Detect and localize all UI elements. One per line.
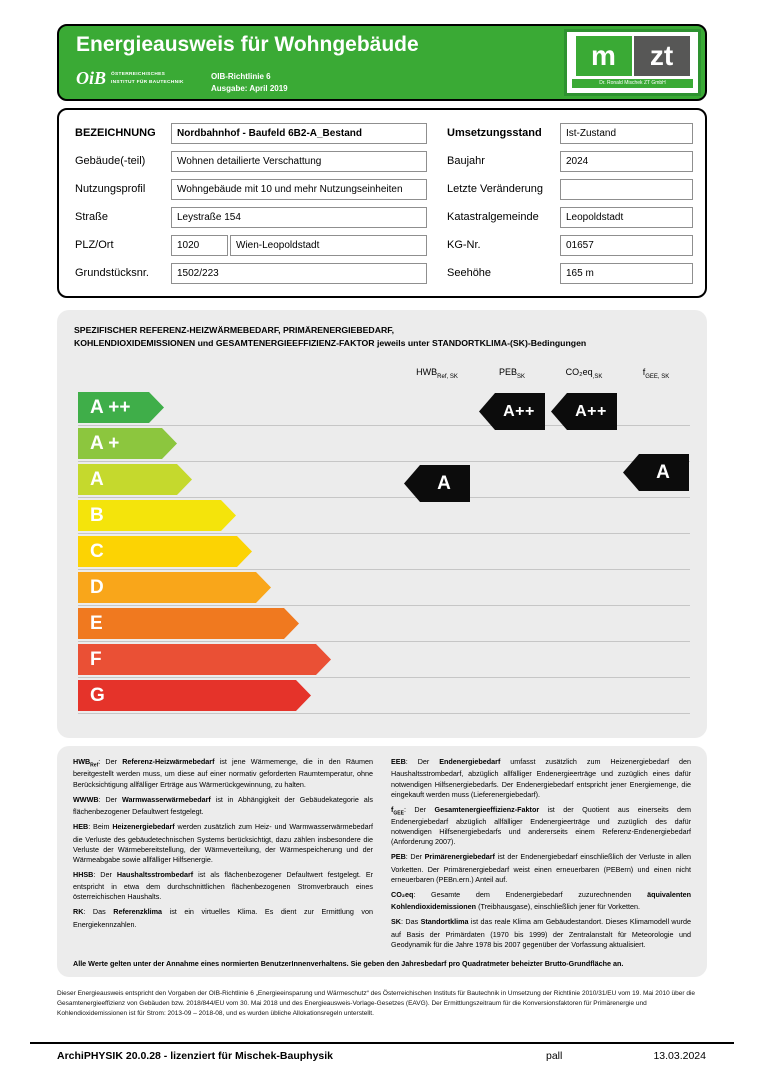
scale-row: G <box>78 678 690 714</box>
value-bezeichnung: Nordbahnhof - Baufeld 6B2-A_Bestand <box>171 123 427 144</box>
definition-hwb: HWBRef: Der Referenz-Heizwärmebedarf ist… <box>73 757 373 789</box>
rating-badge-fgee: A <box>623 454 689 491</box>
definition-heb: HEB: Beim Heizenergiebedarf werden zusät… <box>73 822 374 864</box>
footer-divider <box>30 1042 734 1044</box>
label-grundstuecksnr: Grundstücksnr. <box>75 267 149 279</box>
label-umsetzungsstand: Umsetzungsstand <box>447 127 542 139</box>
value-kg-nr: 01657 <box>560 235 693 256</box>
value-baujahr: 2024 <box>560 151 693 172</box>
rating-badge-hwb: A <box>404 465 470 502</box>
footer-user: pall <box>546 1050 563 1062</box>
definition-sk: SK: Das Standortklima ist das reale Klim… <box>391 917 692 949</box>
page-title: Energieausweis für Wohngebäude <box>76 33 419 56</box>
oib-logo: OiB ÖSTERREICHISCHES INSTITUT FÜR BAUTEC… <box>76 68 184 89</box>
energy-rating-chart: SPEZIFISCHER REFERENZ-HEIZWÄRMEBEDARF, P… <box>57 310 707 738</box>
definitions-left-column: HWBRef: Der Referenz-Heizwärmebedarf ist… <box>73 757 373 951</box>
footer-date: 13.03.2024 <box>653 1050 706 1062</box>
definition-rk: RK: Das Referenzklima ist ein virtuelles… <box>73 907 373 929</box>
oib-logo-mark: OiB <box>76 68 107 88</box>
column-header-co2: CO₂eq,SK <box>565 367 603 380</box>
value-letzte-veraenderung <box>560 179 693 200</box>
mzt-logo-tiles: m zt <box>567 36 698 76</box>
energy-band-a-plus: A + <box>78 428 177 459</box>
value-nutzungsprofil: Wohngebäude mit 10 und mehr Nutzungseinh… <box>171 179 427 200</box>
definitions-right-column: EEB: Der Endenergiebedarf umfasst zusätz… <box>391 757 691 951</box>
mzt-logo-zt: zt <box>633 36 690 76</box>
label-kg-nr: KG-Nr. <box>447 239 481 251</box>
building-info-panel: BEZEICHNUNG Nordbahnhof - Baufeld 6B2-A_… <box>57 108 707 298</box>
rating-badge-co2: A++ <box>551 393 617 430</box>
column-header-hwb: HWBRef, SK <box>416 367 458 380</box>
energy-band-f: F <box>78 644 331 675</box>
value-strasse: Leystraße 154 <box>171 207 427 228</box>
definition-peb: PEB: Der Primärenergiebedarf ist der End… <box>391 852 692 884</box>
info-row: PLZ/Ort 1020 Wien-Leopoldstadt KG-Nr. 01… <box>59 235 705 256</box>
column-header-peb: PEBSK <box>498 367 526 380</box>
rating-badge-peb: A++ <box>479 393 545 430</box>
energy-band-c: C <box>78 536 252 567</box>
chart-title: SPEZIFISCHER REFERENZ-HEIZWÄRMEBEDARF, P… <box>74 325 587 349</box>
richtlinie-info: OIB-Richtlinie 6 Ausgabe: April 2019 <box>211 72 288 94</box>
definition-wwwb: WWWB: Der Warmwasserwärmebedarf ist in A… <box>73 794 373 817</box>
energy-band-b: B <box>78 500 236 531</box>
energy-band-a-plus-plus: A ++ <box>78 392 164 423</box>
scale-row: A + <box>78 426 690 462</box>
energy-band-a: A <box>78 464 192 495</box>
info-row: Nutzungsprofil Wohngebäude mit 10 und me… <box>59 179 705 200</box>
info-row: Gebäude(-teil) Wohnen detailierte Versch… <box>59 151 705 172</box>
value-umsetzungsstand: Ist-Zustand <box>560 123 693 144</box>
label-katastralgemeinde: Katastralgemeinde <box>447 211 539 223</box>
column-header-fgee: fGEE, SK <box>642 367 670 380</box>
definition-co2eq: CO₂eq: Gesamte dem Endenergiebedarf zuzu… <box>391 889 692 912</box>
oib-logo-caption: ÖSTERREICHISCHES INSTITUT FÜR BAUTECHNIK <box>111 72 184 85</box>
energy-scale: A ++ A + A B C D E F G <box>78 390 690 714</box>
label-baujahr: Baujahr <box>447 155 485 167</box>
info-row: BEZEICHNUNG Nordbahnhof - Baufeld 6B2-A_… <box>59 123 705 144</box>
mzt-logo: m zt Dr. Ronald Mischek ZT GmbH <box>564 29 701 96</box>
value-gebaeudeteil: Wohnen detailierte Verschattung <box>171 151 427 172</box>
software-license-text: ArchiPHYSIK 20.0.28 - lizenziert für Mis… <box>57 1050 334 1062</box>
value-ort: Wien-Leopoldstadt <box>230 235 427 256</box>
definition-eeb: EEB: Der Endenergiebedarf umfasst zusätz… <box>391 757 692 799</box>
label-bezeichnung: BEZEICHNUNG <box>75 127 156 139</box>
energy-band-d: D <box>78 572 271 603</box>
scale-row: D <box>78 570 690 606</box>
label-nutzungsprofil: Nutzungsprofil <box>75 183 146 195</box>
definitions-panel: HWBRef: Der Referenz-Heizwärmebedarf ist… <box>57 746 707 977</box>
value-katastralgemeinde: Leopoldstadt <box>560 207 693 228</box>
scale-row: A ++ <box>78 390 690 426</box>
label-letzte-veraenderung: Letzte Veränderung <box>447 183 544 195</box>
scale-row: E <box>78 606 690 642</box>
scale-row: F <box>78 642 690 678</box>
scale-row: C <box>78 534 690 570</box>
label-gebaeudeteil: Gebäude(-teil) <box>75 155 146 167</box>
mzt-logo-caption: Dr. Ronald Mischek ZT GmbH <box>572 79 693 88</box>
label-plz-ort: PLZ/Ort <box>75 239 114 251</box>
scale-row: A <box>78 462 690 498</box>
info-row: Straße Leystraße 154 Katastralgemeinde L… <box>59 207 705 228</box>
value-grundstuecksnr: 1502/223 <box>171 263 427 284</box>
info-row: Grundstücksnr. 1502/223 Seehöhe 165 m <box>59 263 705 284</box>
definition-fgee: fGEE: Der Gesamtenergieeffizienz-Faktor … <box>391 804 692 847</box>
scale-row: B <box>78 498 690 534</box>
label-seehoehe: Seehöhe <box>447 267 492 279</box>
document-header: Energieausweis für Wohngebäude OiB ÖSTER… <box>57 24 707 101</box>
energy-band-e: E <box>78 608 299 639</box>
normative-note: Alle Werte gelten unter der Annahme eine… <box>73 959 624 968</box>
definition-hhsb: HHSB: Der Haushaltsstrombedarf ist als f… <box>73 869 374 902</box>
legal-footnote: Dieser Energieausweis entspricht den Vor… <box>57 990 696 1017</box>
energy-band-g: G <box>78 680 311 711</box>
mzt-logo-m: m <box>575 36 632 76</box>
label-strasse: Straße <box>75 211 109 223</box>
value-seehoehe: 165 m <box>560 263 693 284</box>
value-plz: 1020 <box>171 235 228 256</box>
